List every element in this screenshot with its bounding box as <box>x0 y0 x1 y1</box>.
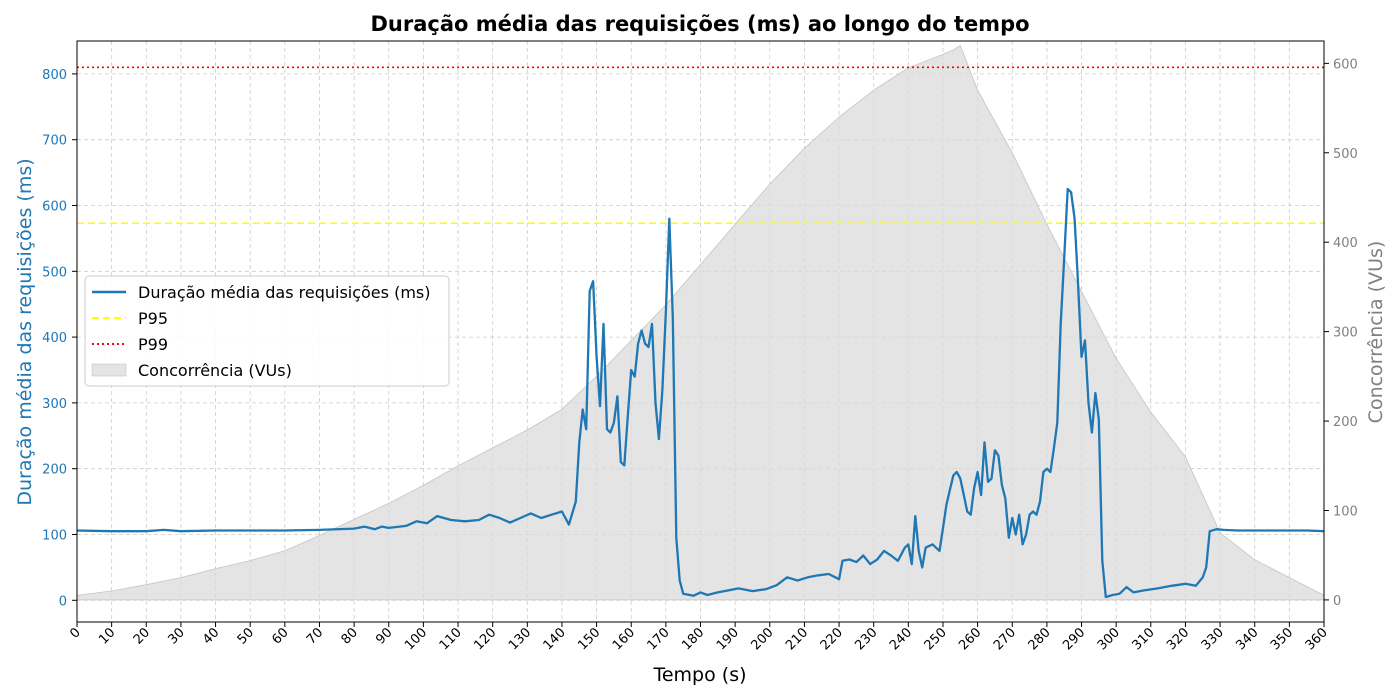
x-tick-label: 330 <box>1199 625 1227 653</box>
x-tick-label: 340 <box>1233 625 1261 653</box>
x-tick-label: 140 <box>541 625 569 653</box>
x-tick-label: 160 <box>610 625 638 653</box>
legend-duration-label: Duração média das requisições (ms) <box>138 283 430 302</box>
x-tick-label: 180 <box>679 625 707 653</box>
x-tick-label: 60 <box>269 625 291 647</box>
x-tick-label: 50 <box>235 625 257 647</box>
reference-lines-layer <box>77 66 1324 225</box>
x-tick-label: 280 <box>1026 625 1054 653</box>
y2-tick-label: 600 <box>1333 57 1358 72</box>
x-tick-label: 360 <box>1303 625 1331 653</box>
x-tick-label: 210 <box>783 625 811 653</box>
y-tick-label: 0 <box>59 594 67 609</box>
y2-tick-label: 400 <box>1333 236 1358 251</box>
x-axis-label: Tempo (s) <box>652 664 746 686</box>
legend-p99-label: P99 <box>138 335 168 354</box>
x-tick-label: 240 <box>887 625 915 653</box>
duration-line-layer <box>76 187 1325 599</box>
legend-p95-label: P95 <box>138 309 168 328</box>
legend-box <box>84 275 450 387</box>
x-tick-label: 270 <box>991 625 1019 653</box>
x-tick-label: 300 <box>1095 625 1123 653</box>
y2-tick-label: 500 <box>1333 147 1358 162</box>
x-tick-label: 10 <box>96 625 118 647</box>
x-tick-label: 80 <box>339 625 361 647</box>
x-tick-label: 310 <box>1129 625 1157 653</box>
x-tick-label: 230 <box>852 625 880 653</box>
y-tick-label: 700 <box>42 134 67 149</box>
x-tick-label: 30 <box>165 625 187 647</box>
y-tick-label: 300 <box>42 397 67 412</box>
x-tick-label: 120 <box>471 625 499 653</box>
x-tick-label: 170 <box>645 625 673 653</box>
x-tick-label: 70 <box>304 625 326 647</box>
x-tick-label: 110 <box>437 625 465 653</box>
y-tick-label: 100 <box>42 528 67 543</box>
x-tick-label: 100 <box>402 625 430 653</box>
y2-tick-label: 0 <box>1333 594 1341 609</box>
y2-tick-label: 300 <box>1333 326 1358 341</box>
y-tick-label: 600 <box>42 199 67 214</box>
y-tick-label: 500 <box>42 265 67 280</box>
y-tick-label: 400 <box>42 331 67 346</box>
x-tick-label: 200 <box>748 625 776 653</box>
y2-tick-label: 200 <box>1333 415 1358 430</box>
y-tick-label: 200 <box>42 463 67 478</box>
x-tick-label: 90 <box>373 625 395 647</box>
legend-concurrency-swatch <box>91 363 127 377</box>
x-tick-label: 20 <box>131 625 153 647</box>
concurrency-area <box>76 44 1325 601</box>
legend: Duração média das requisições (ms) P95 P… <box>84 275 450 387</box>
y-axis-label: Duração média das requisições (ms) <box>14 158 36 505</box>
x-tick-label: 40 <box>200 625 222 647</box>
legend-concurrency-label: Concorrência (VUs) <box>138 361 292 380</box>
x-tick-label: 260 <box>956 625 984 653</box>
y2-tick-label: 100 <box>1333 504 1358 519</box>
duration-line <box>76 187 1325 599</box>
x-tick-label: 290 <box>1060 625 1088 653</box>
x-tick-label: 0 <box>67 625 83 641</box>
chart-title: Duração média das requisições (ms) ao lo… <box>370 12 1029 36</box>
x-tick-label: 220 <box>818 625 846 653</box>
x-tick-label: 130 <box>506 625 534 653</box>
x-tick-label: 150 <box>575 625 603 653</box>
y-tick-label: 800 <box>42 68 67 83</box>
x-tick-label: 320 <box>1164 625 1192 653</box>
concurrency-area-layer <box>76 44 1325 601</box>
x-tick-label: 350 <box>1268 625 1296 653</box>
x-tick-label: 190 <box>714 625 742 653</box>
y2-axis-label: Concorrência (VUs) <box>1365 241 1387 424</box>
x-tick-label: 250 <box>922 625 950 653</box>
